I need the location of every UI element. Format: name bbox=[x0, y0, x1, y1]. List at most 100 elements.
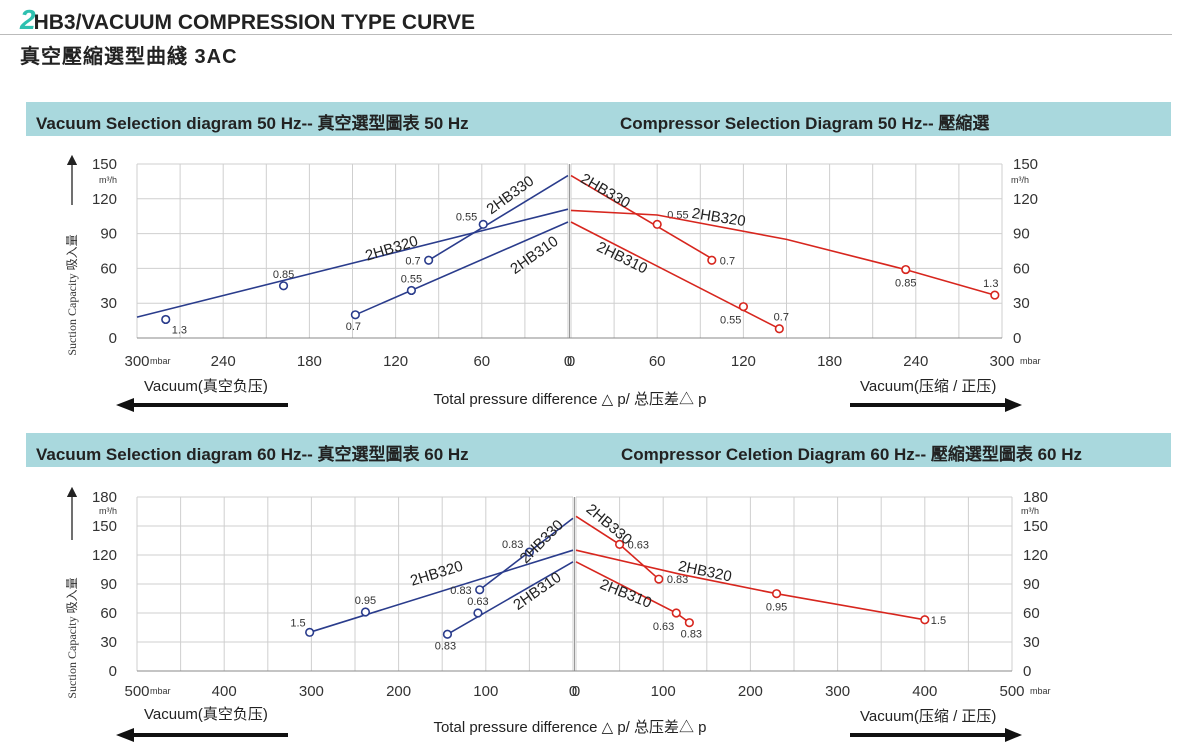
y-tick-left-60hz: 60 bbox=[100, 605, 117, 622]
series-name-vac-2hb310-60hz: 2HB310 bbox=[510, 569, 564, 614]
y-tick-left-60hz: 150 bbox=[92, 518, 117, 535]
x-tick-vac-60hz: 0 bbox=[569, 683, 577, 700]
title-compressor-60hz: Compressor Celetion Diagram 60 Hz-- 壓縮選型… bbox=[621, 445, 1082, 464]
data-label-comp-50hz: 0.7 bbox=[720, 255, 735, 267]
y-tick-right-60hz: 150 bbox=[1023, 518, 1048, 535]
data-point-comp-60hz bbox=[654, 574, 664, 584]
x-tick-vac-50hz: 120 bbox=[383, 353, 408, 370]
title-vacuum-60hz: Vacuum Selection diagram 60 Hz-- 真空選型圖表 … bbox=[36, 445, 469, 464]
y-unit-left-60hz: m³/h bbox=[99, 506, 117, 516]
data-point-vac-50hz bbox=[161, 314, 171, 325]
title-rule bbox=[0, 34, 1172, 35]
data-label-vac-60hz: 0.83 bbox=[450, 585, 471, 597]
data-label-vac-60hz: 0.83 bbox=[502, 539, 523, 551]
x-tick-vac-60hz: 100 bbox=[473, 683, 498, 700]
data-label-vac-50hz: 0.7 bbox=[346, 321, 361, 333]
compressor-note-50hz: Vacuum(压缩 / 正压) bbox=[860, 378, 996, 395]
x-tick-comp-60hz: 100 bbox=[651, 683, 676, 700]
x-unit-comp-60hz: mbar bbox=[1030, 686, 1051, 696]
y-tick-right-50hz: 120 bbox=[1013, 191, 1038, 208]
y-tick-right-50hz: 30 bbox=[1013, 295, 1030, 312]
title-compressor-50hz: Compressor Selection Diagram 50 Hz-- 壓縮選 bbox=[620, 114, 990, 133]
y-tick-left-50hz: 60 bbox=[100, 260, 117, 277]
y-tick-left-50hz: 150 bbox=[92, 156, 117, 173]
data-point-vac-60hz bbox=[442, 629, 453, 639]
data-point-comp-50hz bbox=[652, 219, 662, 229]
data-point-vac-60hz bbox=[524, 547, 535, 557]
data-label-comp-60hz: 0.63 bbox=[628, 539, 649, 551]
data-label-vac-50hz: 0.7 bbox=[405, 255, 420, 267]
x-tick-comp-50hz: 300 bbox=[989, 353, 1014, 370]
data-point-vac-50hz bbox=[424, 255, 434, 265]
data-point-vac-60hz bbox=[305, 627, 315, 637]
data-point-comp-50hz bbox=[990, 290, 1000, 300]
series-name-comp-2hb330-50hz: 2HB330 bbox=[578, 170, 633, 212]
data-point-comp-60hz bbox=[671, 608, 681, 618]
x-tick-comp-50hz: 180 bbox=[817, 353, 842, 370]
vacuum-arrow-left-50hz bbox=[116, 398, 288, 412]
series-line-comp-2hb330-50hz bbox=[570, 174, 716, 261]
y-unit-right-50hz: m³/h bbox=[1011, 175, 1029, 185]
center-note-60hz: Total pressure difference △ p/ 总压差△ p bbox=[433, 719, 706, 736]
y-tick-right-60hz: 120 bbox=[1023, 547, 1048, 564]
x-unit-vac-60hz: mbar bbox=[150, 686, 171, 696]
x-tick-comp-50hz: 240 bbox=[903, 353, 928, 370]
data-label-vac-60hz: 0.83 bbox=[435, 640, 456, 652]
x-tick-comp-60hz: 0 bbox=[572, 683, 580, 700]
data-label-vac-50hz: 1.3 bbox=[172, 324, 187, 336]
section-badge: 2 bbox=[20, 4, 36, 35]
data-point-comp-60hz bbox=[614, 539, 625, 549]
x-tick-comp-60hz: 200 bbox=[738, 683, 763, 700]
page-title: 2HB3/VACUUM COMPRESSION TYPE CURVE bbox=[20, 4, 475, 36]
x-tick-comp-60hz: 300 bbox=[825, 683, 850, 700]
page-title-text: HB3/VACUUM COMPRESSION TYPE CURVE bbox=[33, 11, 476, 34]
center-note-50hz: Total pressure difference △ p/ 总压差△ p bbox=[433, 391, 706, 408]
data-label-vac-60hz: 0.63 bbox=[467, 596, 488, 608]
data-label-vac-60hz: 0.95 bbox=[355, 595, 376, 607]
compressor-arrow-right-50hz bbox=[850, 398, 1022, 412]
series-line-vac-2hb330-50hz bbox=[428, 174, 569, 261]
x-tick-vac-50hz: 0 bbox=[564, 353, 572, 370]
data-label-comp-50hz: 0.55 bbox=[720, 315, 741, 327]
vacuum-note-60hz: Vacuum(真空负压) bbox=[144, 705, 268, 723]
data-label-vac-60hz: 1.5 bbox=[290, 617, 305, 629]
x-tick-vac-50hz: 60 bbox=[473, 353, 490, 370]
data-point-comp-50hz bbox=[901, 264, 911, 275]
y-axis-label-60hz: Suction Capacity 吸入量 bbox=[65, 577, 79, 698]
data-point-vac-60hz bbox=[475, 585, 485, 595]
data-label-comp-60hz: 0.95 bbox=[766, 602, 787, 614]
y-tick-left-60hz: 180 bbox=[92, 489, 117, 506]
x-unit-comp-50hz: mbar bbox=[1020, 356, 1041, 366]
y-tick-right-50hz: 0 bbox=[1013, 330, 1021, 347]
series-line-comp-2hb320-60hz bbox=[575, 549, 925, 621]
y-tick-left-60hz: 90 bbox=[100, 576, 117, 593]
x-tick-comp-60hz: 400 bbox=[912, 683, 937, 700]
x-tick-comp-60hz: 500 bbox=[999, 683, 1024, 700]
x-tick-vac-60hz: 500 bbox=[124, 683, 149, 700]
y-tick-left-50hz: 30 bbox=[100, 295, 117, 312]
y-unit-right-60hz: m³/h bbox=[1021, 506, 1039, 516]
data-point-vac-60hz bbox=[360, 607, 371, 617]
data-point-vac-60hz bbox=[473, 608, 483, 618]
title-band-50hz: Vacuum Selection diagram 50 Hz-- 真空選型圖表 … bbox=[26, 102, 1171, 136]
y-axis-label-50hz: Suction Capacity 吸入量 bbox=[65, 234, 79, 355]
series-line-vac-2hb310-60hz bbox=[447, 561, 574, 635]
data-label-comp-50hz: 1.3 bbox=[983, 278, 998, 290]
x-tick-vac-60hz: 200 bbox=[386, 683, 411, 700]
y-tick-right-50hz: 90 bbox=[1013, 226, 1030, 243]
y-tick-left-60hz: 120 bbox=[92, 547, 117, 564]
compressor-arrow-right-60hz bbox=[850, 728, 1022, 742]
series-line-vac-2hb320-60hz bbox=[309, 549, 574, 634]
title-band-60hz: Vacuum Selection diagram 60 Hz-- 真空選型圖表 … bbox=[26, 433, 1171, 467]
data-point-comp-50hz bbox=[774, 324, 784, 334]
y-tick-left-60hz: 30 bbox=[100, 634, 117, 651]
data-point-comp-60hz bbox=[920, 615, 930, 625]
x-tick-vac-60hz: 300 bbox=[299, 683, 324, 700]
y-tick-right-50hz: 150 bbox=[1013, 156, 1038, 173]
vacuum-note-50hz: Vacuum(真空负压) bbox=[144, 377, 268, 395]
y-tick-right-60hz: 180 bbox=[1023, 489, 1048, 506]
title-vacuum-50hz: Vacuum Selection diagram 50 Hz-- 真空選型圖表 … bbox=[36, 114, 469, 133]
x-tick-vac-50hz: 300 bbox=[124, 353, 149, 370]
x-tick-comp-50hz: 60 bbox=[649, 353, 666, 370]
